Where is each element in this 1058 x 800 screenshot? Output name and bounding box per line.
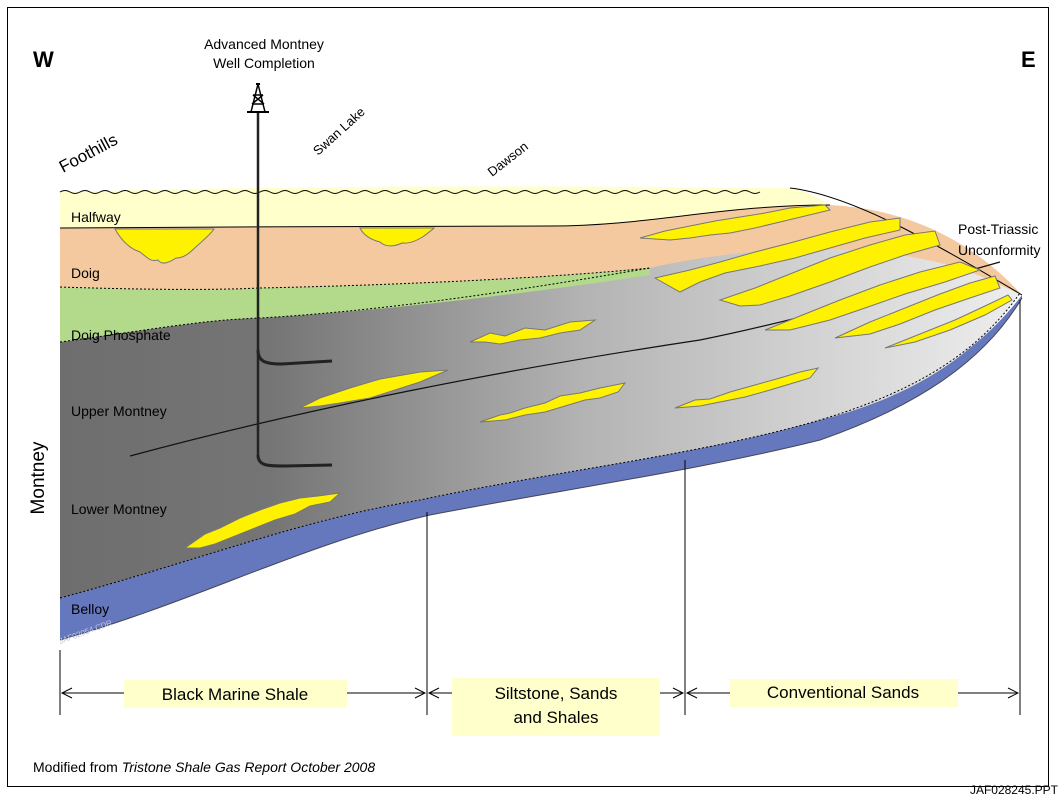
formation-halfway: Halfway	[71, 209, 121, 225]
surface-wavy-line	[59, 190, 761, 194]
formation-belloy: Belloy	[71, 601, 109, 617]
sand-tongue-4	[764, 261, 982, 331]
facies-label-siltstone-line2: and Shales	[513, 708, 598, 727]
sand-lens-1	[299, 369, 449, 409]
well-bore	[256, 112, 333, 468]
halfway-layer	[60, 186, 830, 228]
well-label-line2: Well Completion	[213, 55, 315, 71]
facies-label-siltstone-line1: Siltstone, Sands	[495, 684, 618, 703]
west-label: W	[33, 47, 54, 72]
unconformity-label-line2: Unconformity	[958, 242, 1040, 258]
doig-sand-pocket-2	[359, 227, 436, 247]
unconformity-label-line1: Post-Triassic	[958, 221, 1038, 237]
sand-tongue-6	[884, 294, 1013, 349]
montney-top	[59, 267, 651, 343]
doig-sand-pocket-1	[114, 228, 215, 264]
belloy-layer	[60, 295, 1022, 640]
sand-tongue-1	[639, 204, 831, 241]
credit-source: Tristone Shale Gas Report October 2008	[121, 759, 376, 775]
montney-base	[59, 292, 1021, 599]
sand-lens-3	[479, 382, 627, 423]
formation-upper-montney: Upper Montney	[71, 403, 167, 419]
east-label: E	[1021, 47, 1036, 72]
sand-lens-5	[183, 492, 342, 549]
belloy-base	[59, 297, 1023, 641]
sand-tongue-2	[653, 217, 901, 293]
facies-box-siltstone	[452, 678, 660, 736]
sand-tongue-3	[718, 230, 941, 307]
sand-lens-4	[674, 367, 820, 409]
formation-doig-phosphate: Doig Phosphate	[71, 327, 171, 343]
location-dawson: Dawson	[485, 139, 531, 180]
halfway-doig-contact	[59, 204, 831, 229]
facies-box-black-shale	[124, 680, 347, 708]
source-credit: Modified from Tristone Shale Gas Report …	[33, 759, 375, 775]
sand-tongue-5	[834, 275, 1001, 339]
facies-label-black-shale: Black Marine Shale	[162, 685, 308, 704]
doig-layer	[60, 205, 1022, 295]
montney-group-label: Montney	[28, 441, 49, 514]
well-label-line1: Advanced Montney	[204, 36, 324, 52]
credit-prefix: Modified from	[33, 759, 122, 775]
formation-doig: Doig	[71, 265, 100, 281]
sand-lens-2	[469, 319, 597, 345]
formation-lower-montney: Lower Montney	[71, 501, 167, 517]
location-swan-lake: Swan Lake	[310, 104, 368, 158]
facies-box-conventional	[730, 679, 958, 707]
facies-label-conventional: Conventional Sands	[767, 683, 919, 702]
doig-phosphate-top	[59, 267, 651, 290]
drilling-rig-icon	[247, 83, 269, 113]
figure-id: JAF028245.PPT	[969, 783, 1058, 797]
doig-phosphate-layer	[60, 268, 650, 342]
location-foothills: Foothills	[56, 130, 121, 176]
